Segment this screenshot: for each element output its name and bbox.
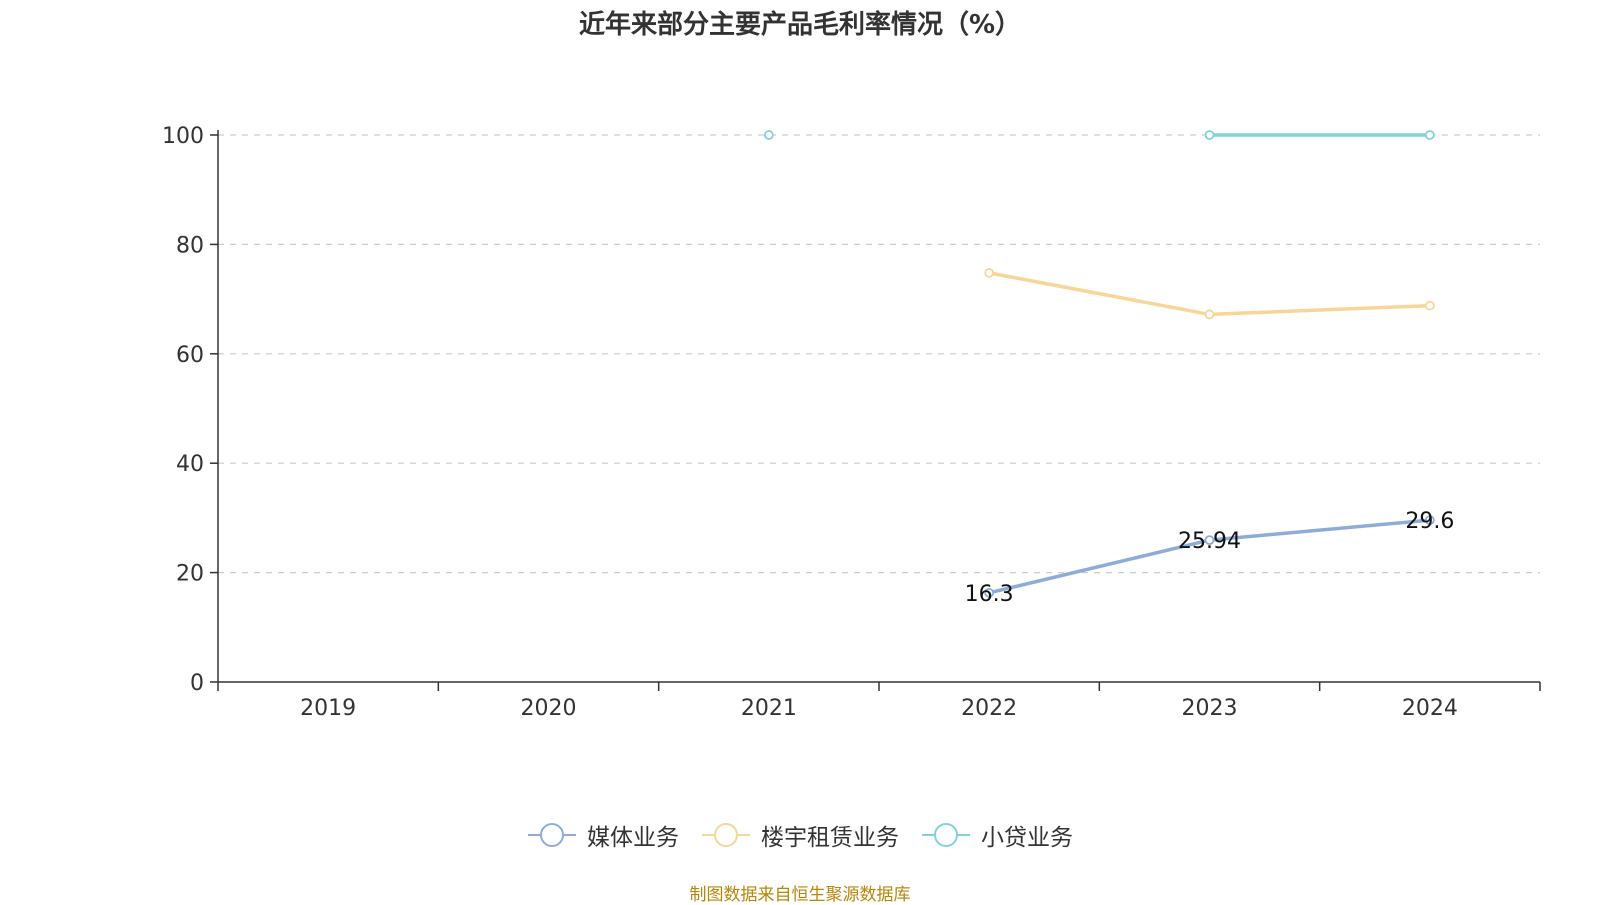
legend-item[interactable]: 小贷业务	[921, 818, 1073, 852]
y-tick-label: 100	[162, 124, 204, 149]
legend-circle	[934, 823, 958, 847]
data-point	[1204, 130, 1215, 140]
data-point	[1204, 309, 1215, 320]
x-tick-label: 2024	[1402, 696, 1458, 721]
data-point	[984, 587, 995, 598]
legend-circle	[714, 823, 738, 847]
y-tick-label: 60	[176, 343, 204, 368]
series-lines	[763, 130, 1435, 598]
legend-line-circle-icon	[922, 823, 970, 847]
legend-item[interactable]: 媒体业务	[527, 818, 679, 852]
legend-circle	[540, 823, 564, 847]
legend-item[interactable]: 楼宇租赁业务	[701, 818, 899, 852]
series-line	[987, 271, 1432, 317]
data-point	[984, 267, 995, 278]
data-label: 29.6	[1405, 509, 1454, 534]
y-tick-label: 20	[176, 562, 204, 587]
data-point	[1424, 130, 1435, 140]
grid-lines	[218, 134, 1540, 574]
x-tick-label: 2020	[521, 696, 577, 721]
legend-label: 楼宇租赁业务	[761, 825, 899, 851]
x-tick-label: 2021	[741, 696, 797, 721]
data-point	[1424, 300, 1435, 311]
y-tick-label: 80	[176, 233, 204, 258]
chart-title: 近年来部分主要产品毛利率情况（%）	[578, 10, 1022, 40]
data-labels: 16.3 25.94 29.6	[965, 509, 1455, 607]
line-chart: 0 20 40 60 80 100 2019 2020 2021 2022 2023 2024 16.…	[162, 124, 1541, 721]
legend-line-circle-icon	[528, 823, 576, 847]
y-tick-label: 40	[176, 452, 204, 477]
x-tick-label: 2022	[961, 696, 1017, 721]
data-point	[763, 130, 774, 140]
source-note: 制图数据来自恒生聚源数据库	[689, 885, 911, 905]
data-label: 16.3	[965, 582, 1014, 607]
y-tick-label: 0	[190, 671, 204, 696]
legend: 媒体业务 楼宇租赁业务 小贷业务	[0, 818, 1600, 852]
data-label: 25.94	[1178, 529, 1241, 554]
data-point	[1424, 515, 1435, 525]
x-tick-label: 2023	[1182, 696, 1238, 721]
legend-label: 媒体业务	[587, 825, 679, 851]
data-point	[1204, 535, 1215, 546]
legend-line-circle-icon	[702, 823, 750, 847]
legend-label: 小贷业务	[981, 825, 1073, 851]
axes: 0 20 40 60 80 100 2019 2020 2021 2022 2023 2024	[162, 124, 1541, 721]
x-tick-label: 2019	[300, 696, 356, 721]
